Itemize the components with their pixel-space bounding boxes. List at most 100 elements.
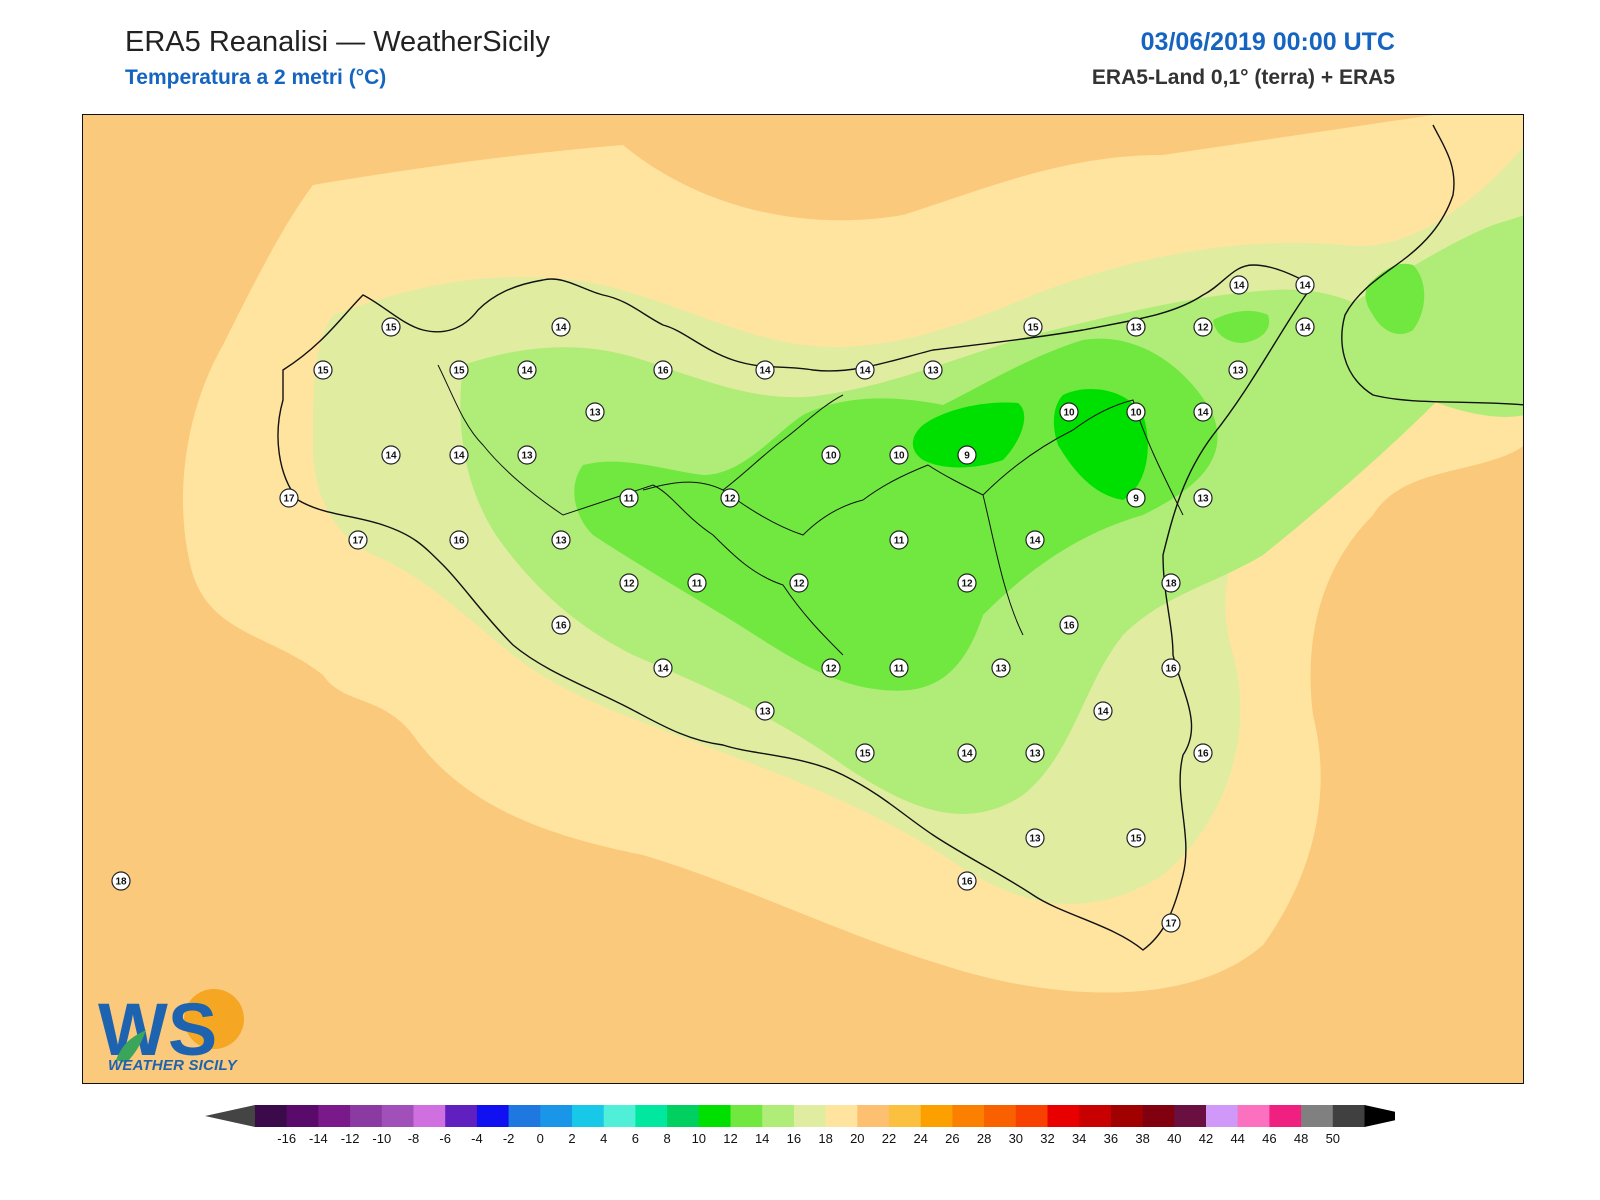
map-subtitle: Temperatura a 2 metri (°C) [125, 66, 387, 89]
station-value: 14 [961, 749, 973, 760]
station-marker: 12 [720, 488, 740, 508]
colorbar-tick-label: -16 [277, 1131, 296, 1145]
station-value: 14 [385, 451, 397, 462]
province-border [437, 364, 1184, 656]
station-marker: 11 [619, 488, 639, 508]
colorbar-tick-label: 26 [945, 1131, 959, 1145]
station-marker: 12 [821, 658, 841, 678]
colorbar-swatch [1079, 1105, 1112, 1127]
temperature-map[interactable]: 15 14 15 15 14 16 14 14 13 15 13 12 14 14 14 13 13 10 10 14… [82, 114, 1524, 1084]
station-marker: 14 [449, 445, 469, 465]
colorbar-swatch [984, 1105, 1017, 1127]
station-marker: 10 [1126, 402, 1146, 422]
colorbar-tick-label: 32 [1040, 1131, 1054, 1145]
colorbar-tick-label: -4 [471, 1131, 483, 1145]
station-value: 13 [927, 366, 939, 377]
colorbar-tick-label: 12 [723, 1131, 737, 1145]
station-marker: 12 [789, 573, 809, 593]
station-value: 13 [995, 664, 1007, 675]
station-value: 15 [317, 366, 329, 377]
station-value: 16 [657, 366, 669, 377]
colorbar-swatch [1206, 1105, 1239, 1127]
colorbar-tick-label: -14 [309, 1131, 328, 1145]
station-marker: 14 [1025, 530, 1045, 550]
station-value: 15 [1130, 834, 1142, 845]
colorbar-swatch [540, 1105, 573, 1127]
station-marker: 14 [1093, 701, 1113, 721]
temperature-field: 15 14 15 15 14 16 14 14 13 15 13 12 14 14 14 13 13 10 10 14… [111, 115, 1523, 993]
colorbar-tick-label: -8 [408, 1131, 420, 1145]
station-value: 11 [894, 664, 905, 675]
colorbar-swatch [793, 1105, 827, 1127]
data-source-label: ERA5-Land 0,1° (terra) + ERA5 [1091, 66, 1395, 89]
colorbar-tick-label: 16 [787, 1131, 801, 1145]
colorbar-tick-label: 24 [913, 1131, 927, 1145]
station-value: 14 [1029, 536, 1041, 547]
colorbar-tick-label: 50 [1326, 1131, 1340, 1145]
colorbar-swatch [952, 1105, 985, 1127]
colorbar-swatch [572, 1105, 605, 1127]
colorbar-tick-label: 20 [850, 1131, 864, 1145]
station-value: 11 [624, 494, 635, 505]
station-marker: 10 [821, 445, 841, 465]
station-marker: 9 [1126, 488, 1146, 508]
station-marker: 15 [1126, 828, 1146, 848]
colorbar-swatch [1269, 1105, 1302, 1127]
station-value: 15 [453, 366, 465, 377]
weathersicily-logo: WS [98, 988, 244, 1071]
colorbar-swatch [318, 1105, 351, 1127]
colorbar-swatch [635, 1105, 668, 1127]
station-value: 16 [961, 877, 973, 888]
station-value: 13 [1232, 366, 1244, 377]
station-marker: 16 [653, 360, 673, 380]
station-value: 13 [521, 451, 533, 462]
colorbar-swatch [762, 1105, 795, 1127]
station-marker: 10 [1059, 402, 1079, 422]
colorbar-tick-label: 4 [600, 1131, 607, 1145]
station-value: 13 [555, 536, 567, 547]
station-marker: 17 [1161, 913, 1181, 933]
station-marker: 14 [1229, 275, 1249, 295]
station-marker: 10 [889, 445, 909, 465]
station-value: 14 [453, 451, 465, 462]
station-value: 17 [352, 536, 364, 547]
station-value: 12 [724, 494, 736, 505]
band-10-12-n [1213, 310, 1270, 343]
station-marker: 17 [279, 488, 299, 508]
station-marker: 16 [1161, 658, 1181, 678]
station-value: 14 [759, 366, 771, 377]
temperature-colorbar: -16 -14 -12 -10 -8 -6 -4 -2 0 2 4 6 8 10 12 14 16 18 20 22 2… [205, 1105, 1395, 1145]
colorbar-tick-label: 0 [537, 1131, 544, 1145]
colorbar-tick-label: -12 [341, 1131, 360, 1145]
colorbar-tick-label: -6 [439, 1131, 451, 1145]
station-marker: 11 [889, 658, 909, 678]
colorbar-tick-label: 8 [663, 1131, 670, 1145]
station-value: 14 [555, 323, 567, 334]
colorbar-tick-label: 2 [568, 1131, 575, 1145]
logo-caption: WEATHER SICILY [108, 1057, 237, 1074]
station-marker: 15 [1023, 317, 1043, 337]
colorbar-tick-label: 6 [632, 1131, 639, 1145]
colorbar-tick-label: 18 [818, 1131, 832, 1145]
station-value: 12 [961, 579, 973, 590]
colorbar-tick-label: 46 [1262, 1131, 1276, 1145]
colorbar-tick-label: 28 [977, 1131, 991, 1145]
colorbar-tick-label: 30 [1009, 1131, 1023, 1145]
station-marker: 13 [517, 445, 537, 465]
colorbar-swatch [857, 1105, 890, 1127]
colorbar-tick-label: 10 [692, 1131, 706, 1145]
colorbar-swatch [1142, 1105, 1175, 1127]
colorbar-swatch [445, 1105, 478, 1127]
island-coastline [277, 264, 1315, 951]
colorbar-swatch [508, 1105, 541, 1127]
colorbar-swatch [667, 1105, 700, 1127]
station-value: 18 [1165, 579, 1177, 590]
station-value: 13 [1029, 834, 1041, 845]
station-marker: 14 [653, 658, 673, 678]
colorbar-swatch [1332, 1105, 1365, 1127]
colorbar-swatch [286, 1105, 319, 1127]
station-value: 13 [589, 408, 601, 419]
map-datetime: 03/06/2019 00:00 UTC [1140, 28, 1395, 56]
colorbar-swatch [1015, 1105, 1048, 1127]
station-value: 14 [1233, 281, 1245, 292]
